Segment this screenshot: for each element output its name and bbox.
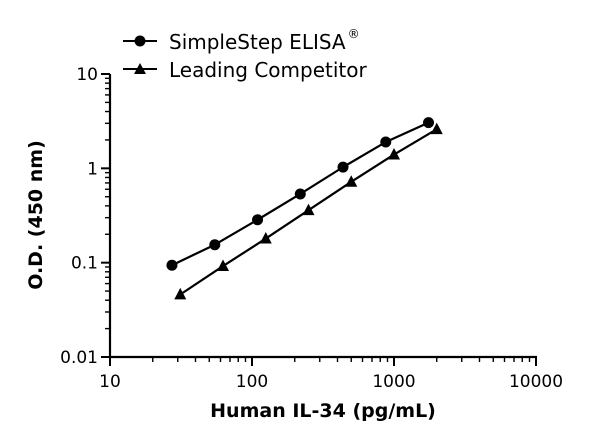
y-axis-title: O.D. (450 nm): [25, 140, 47, 290]
y-tick-label: 10: [76, 65, 98, 85]
legend: SimpleStep ELISA ® Leading Competitor: [123, 27, 367, 82]
axes: [108, 74, 537, 359]
legend-series-name: SimpleStep ELISA: [169, 30, 346, 54]
data-point-triangle: [388, 147, 400, 160]
series-1: [174, 122, 443, 300]
series-0: [166, 117, 435, 271]
x-axis-title: Human IL-34 (pg/mL): [210, 400, 436, 422]
data-point-triangle: [259, 231, 272, 244]
data-point-triangle: [430, 122, 443, 135]
y-tick-label: 1: [87, 159, 98, 179]
data-point-circle: [166, 259, 178, 271]
data-point-circle: [294, 188, 306, 200]
legend-label-competitor: Leading Competitor: [169, 58, 367, 82]
data-point-circle: [337, 161, 349, 173]
y-tick-label: 0.1: [71, 254, 98, 274]
legend-superscript: ®: [348, 27, 360, 41]
data-point-circle: [423, 117, 435, 129]
ticks: [101, 73, 537, 366]
x-tick-label: 10000: [509, 372, 563, 392]
legend-entry-simplestep: SimpleStep ELISA ®: [123, 27, 360, 54]
data-point-triangle: [302, 203, 315, 216]
data-point-circle: [252, 214, 264, 226]
data-point-circle: [380, 136, 392, 148]
legend-marker-triangle: [134, 63, 146, 74]
data-point-triangle: [345, 175, 358, 187]
data-point-triangle: [217, 259, 230, 272]
legend-label-simplestep: SimpleStep ELISA ®: [169, 27, 360, 54]
data-point-circle: [209, 239, 221, 251]
series: [166, 117, 443, 300]
legend-entry-competitor: Leading Competitor: [123, 58, 367, 82]
x-tick-label: 1000: [372, 372, 415, 392]
x-tick-label: 100: [236, 372, 268, 392]
legend-marker-circle: [134, 35, 146, 47]
y-tick-label: 0.01: [60, 348, 98, 368]
tick-labels: 0.01 0.1 1 10 10 100 1000 10000: [60, 65, 563, 392]
x-tick-label: 10: [99, 372, 121, 392]
data-point-triangle: [174, 287, 187, 300]
